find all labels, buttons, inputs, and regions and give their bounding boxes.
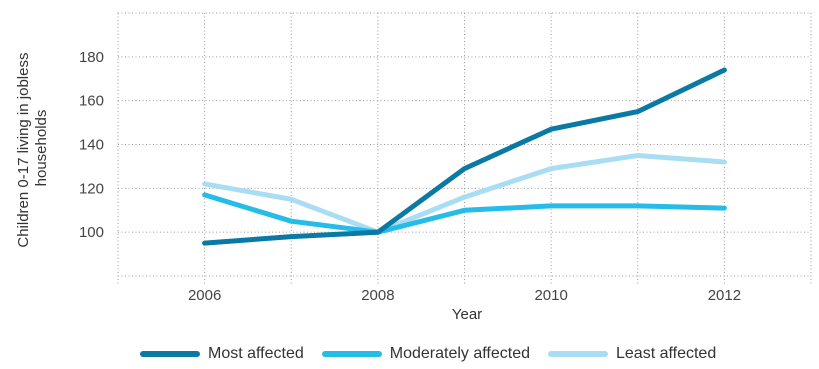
- x-tick-label: 2008: [361, 287, 394, 304]
- y-tick-label: 180: [79, 49, 104, 66]
- y-tick-label: 140: [79, 137, 104, 154]
- legend-label-moderately-affected: Moderately affected: [389, 345, 530, 362]
- line-chart: 100 120 140 160 180 2006 2008 2010 2012 Year Ch…: [15, 12, 812, 323]
- x-tick-label: 2010: [534, 287, 567, 304]
- y-tick-label: 160: [79, 93, 104, 110]
- y-axis-label: Children 0-17 living in jobless househol…: [15, 48, 50, 247]
- series-lines: [202, 67, 727, 246]
- y-axis-label-line-1: Children 0-17 living in jobless: [15, 53, 32, 248]
- legend-swatch-most-affected: [140, 351, 200, 357]
- series-line-moderately-affected: [202, 192, 727, 235]
- legend-swatch-least-affected: [548, 351, 608, 357]
- y-axis-ticks: 100 120 140 160 180: [79, 49, 104, 241]
- x-axis-label: Year: [452, 306, 482, 323]
- legend-item-moderately-affected: Moderately affected: [321, 345, 530, 363]
- y-tick-label: 120: [79, 180, 104, 197]
- chart-legend: Most affected Moderately affected Least …: [140, 342, 716, 366]
- legend-item-most-affected: Most affected: [140, 345, 304, 363]
- series-line-most-affected: [202, 67, 727, 246]
- chart-grid: [117, 12, 812, 286]
- legend-label-most-affected: Most affected: [208, 345, 304, 362]
- series-line-least-affected: [202, 153, 727, 235]
- legend-item-least-affected: Least affected: [548, 345, 716, 363]
- y-tick-label: 100: [79, 224, 104, 241]
- legend-swatch-moderately-affected: [321, 351, 382, 357]
- y-axis-label-line-2: households: [33, 110, 50, 187]
- x-axis-ticks: 2006 2008 2010 2012: [188, 287, 741, 304]
- x-tick-label: 2006: [188, 287, 221, 304]
- legend-label-least-affected: Least affected: [616, 345, 717, 362]
- x-tick-label: 2012: [708, 287, 741, 304]
